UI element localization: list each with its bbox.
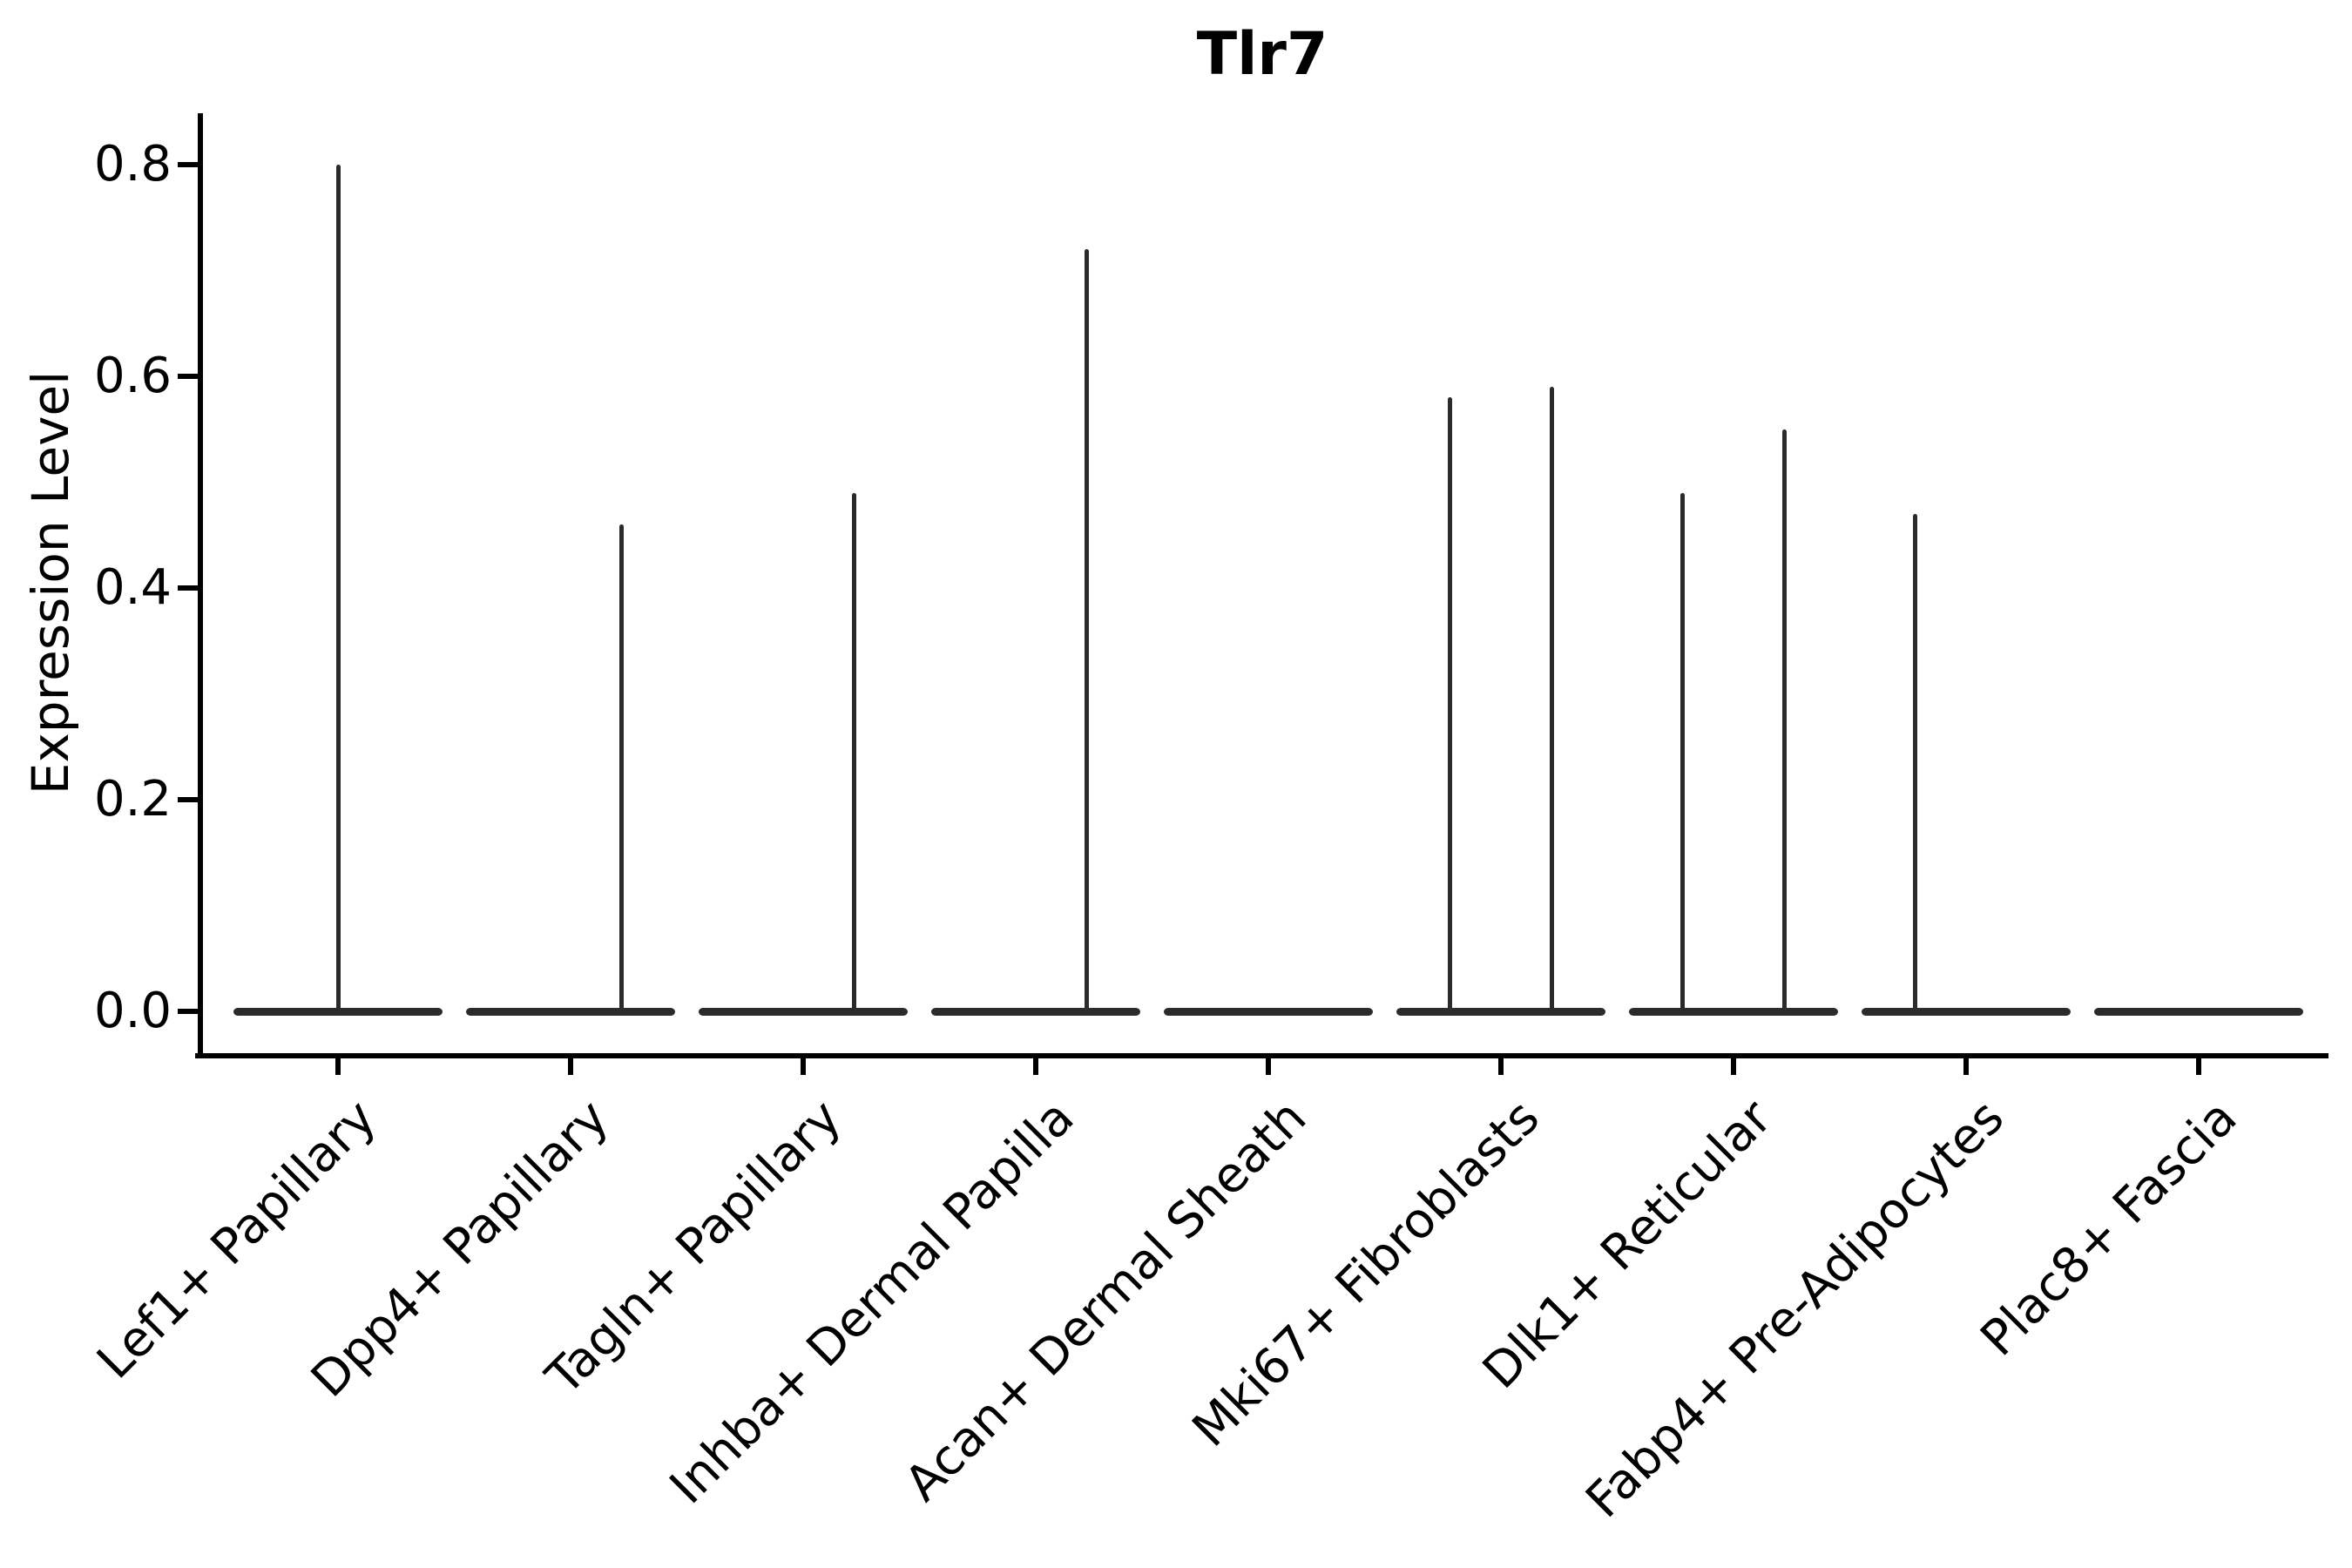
y-axis-line [198,113,203,1058]
y-tick-label: 0.2 [93,771,172,828]
x-tick-mark [1731,1053,1736,1075]
x-tick-mark [335,1053,341,1075]
violin-baseline [1629,1007,1838,1016]
violin-density-spike [852,492,857,1011]
x-tick-mark [801,1053,806,1075]
violin-density-spike [335,165,341,1011]
y-tick-label: 0.0 [93,983,172,1039]
x-axis-line [195,1053,2328,1058]
y-tick-mark [178,585,198,591]
x-tick-label: Plac8+ Fascia [1970,1089,2248,1368]
violin-density-spike [1782,429,1788,1011]
y-tick-mark [178,797,198,802]
violin-baseline [1862,1007,2071,1016]
x-tick-label: Acan+ Dermal Sheath [894,1089,1318,1513]
violin-baseline [2094,1007,2303,1016]
y-tick-label: 0.4 [93,559,172,616]
violin-density-spike [1912,513,1917,1011]
y-tick-mark [178,374,198,379]
x-tick-mark [568,1053,573,1075]
violin-density-spike [1085,249,1090,1011]
violin-baseline [466,1007,675,1016]
chart-title: Tlr7 [1196,20,1328,89]
violin-baseline [931,1007,1140,1016]
violin-baseline [1396,1007,1605,1016]
y-tick-mark [178,1009,198,1014]
x-tick-label: Fabp4+ Pre-Adipocytes [1575,1089,2016,1530]
x-tick-mark [1963,1053,1969,1075]
violin-density-spike [1447,397,1452,1011]
x-tick-mark [1033,1053,1038,1075]
y-tick-mark [178,162,198,167]
y-tick-label: 0.6 [93,348,172,404]
violin-density-spike [619,524,625,1011]
y-tick-label: 0.8 [93,136,172,193]
x-tick-mark [1266,1053,1271,1075]
violin-baseline [233,1007,443,1016]
violin-density-spike [1680,492,1685,1011]
violin-baseline [699,1007,908,1016]
x-tick-label: Inhba+ Dermal Papilla [659,1089,1085,1516]
violin-baseline [1164,1007,1373,1016]
x-tick-mark [1498,1053,1504,1075]
violin-density-spike [1550,387,1555,1011]
x-tick-mark [2196,1053,2201,1075]
